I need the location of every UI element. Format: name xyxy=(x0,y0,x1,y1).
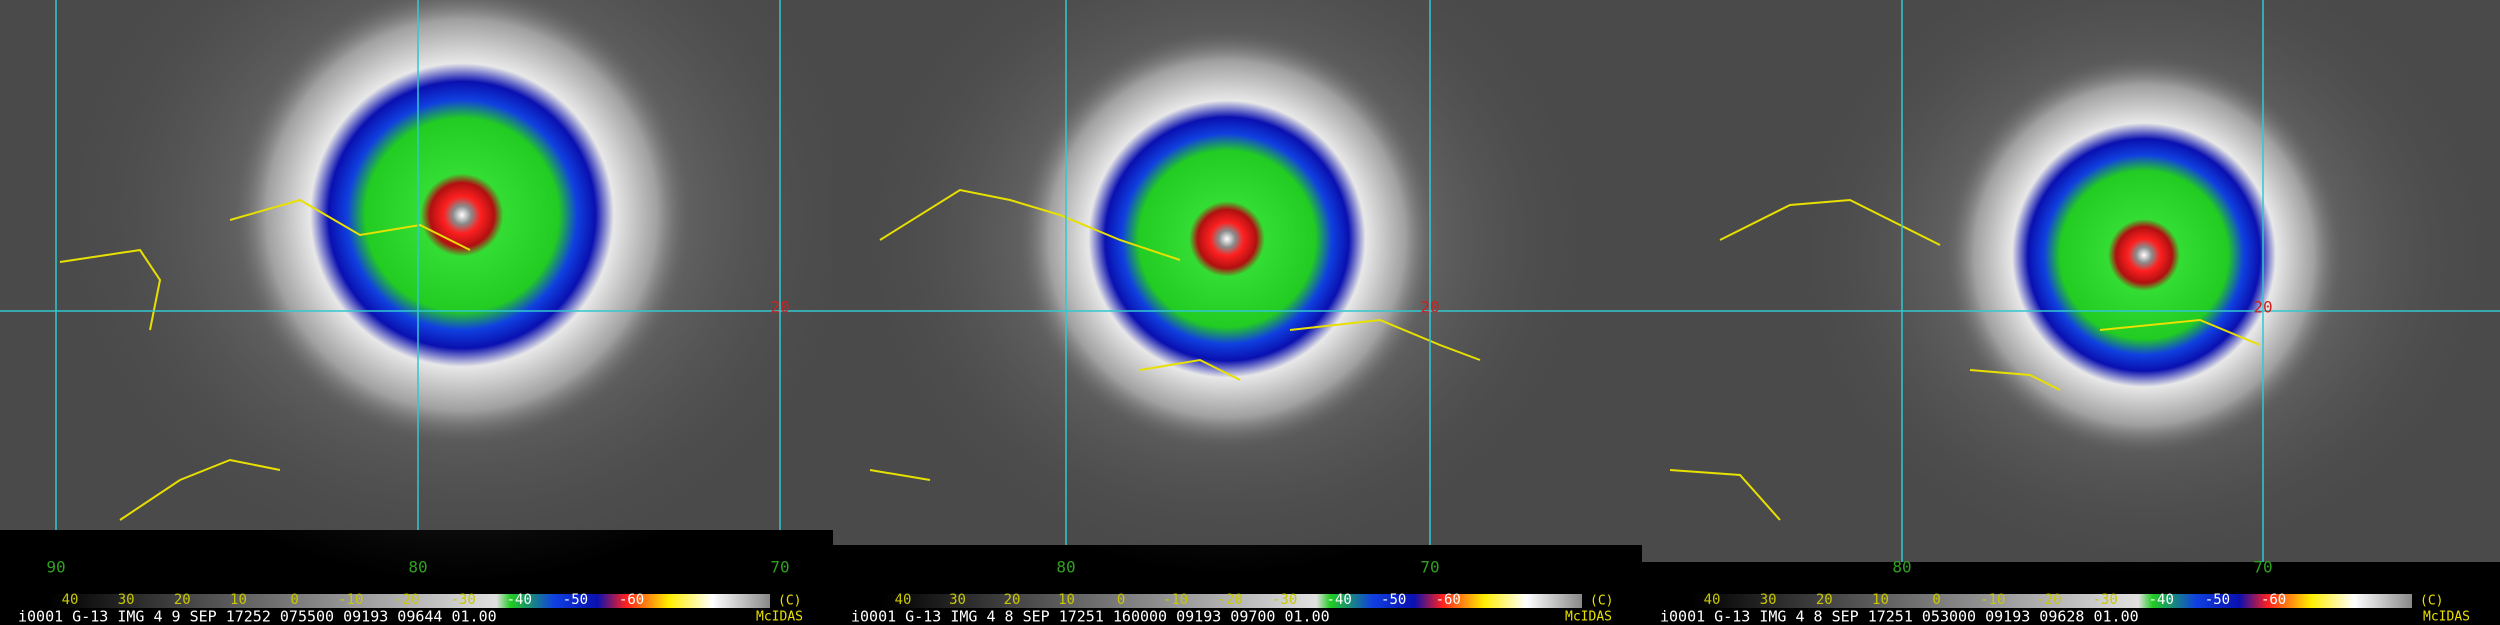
color-bar-label: -50 xyxy=(563,592,588,608)
color-bar xyxy=(50,594,770,608)
color-bar-unit: (C) xyxy=(1590,594,1613,609)
color-bar-label: -50 xyxy=(2205,592,2230,608)
hurricane xyxy=(232,0,692,445)
color-bar-label: 40 xyxy=(1704,592,1721,608)
color-bar-label: -20 xyxy=(1217,592,1242,608)
color-bar-label: 20 xyxy=(1816,592,1833,608)
longitude-label: 90 xyxy=(46,558,65,577)
color-bar-label: 40 xyxy=(62,592,79,608)
color-bar xyxy=(1692,594,2412,608)
color-bar-label: 0 xyxy=(1117,592,1125,608)
image-info: i0001 G-13 IMG 4 8 SEP 17251 160000 0919… xyxy=(851,608,1330,625)
color-bar-unit: (C) xyxy=(2420,594,2443,609)
color-bar-label: 30 xyxy=(1760,592,1777,608)
mcidas-logo: McIDAS xyxy=(1565,610,1612,625)
satellite-panel: 80 70 20 40 30 20 10 0 -10 -20 -30 -40 -50 -60 (C) i000… xyxy=(1642,0,2500,625)
color-bar-label: 40 xyxy=(895,592,912,608)
color-bar-label: -10 xyxy=(1980,592,2005,608)
hurricane xyxy=(1017,29,1437,449)
color-bar-label: -20 xyxy=(2036,592,2061,608)
longitude-label: 80 xyxy=(408,558,427,577)
mcidas-logo: McIDAS xyxy=(2423,610,2470,625)
color-bar-label: 10 xyxy=(1872,592,1889,608)
longitude-label: 70 xyxy=(1420,558,1439,577)
color-bar xyxy=(883,594,1582,608)
hurricane xyxy=(1944,55,2344,455)
color-bar-label: -10 xyxy=(1163,592,1188,608)
satellite-panel: 90 80 70 20 40 30 20 10 0 -10 -20 -30 -40 -50 -60 (C) i0… xyxy=(0,0,876,625)
coastline xyxy=(1669,198,2261,521)
color-bar-label: -10 xyxy=(338,592,363,608)
color-bar-label: 10 xyxy=(230,592,247,608)
color-bar-label: -50 xyxy=(1381,592,1406,608)
color-bar-label: 0 xyxy=(290,592,298,608)
color-bar-label: -20 xyxy=(394,592,419,608)
color-bar-label: -30 xyxy=(2092,592,2117,608)
color-bar-label: -40 xyxy=(2149,592,2174,608)
color-bar-label: 10 xyxy=(1058,592,1075,608)
color-bar-label: -60 xyxy=(619,592,644,608)
color-bar-unit: (C) xyxy=(778,594,801,609)
latitude-label: 20 xyxy=(1420,298,1439,317)
color-bar-label: -40 xyxy=(1327,592,1352,608)
coastline xyxy=(59,198,471,521)
latitude-label: 20 xyxy=(770,298,789,317)
image-info: i0001 G-13 IMG 4 8 SEP 17251 053000 0919… xyxy=(1660,608,2139,625)
longitude-label: 70 xyxy=(770,558,789,577)
color-bar-label: 30 xyxy=(118,592,135,608)
coastline xyxy=(869,188,1481,481)
image-info: i0001 G-13 IMG 4 9 SEP 17252 075500 0919… xyxy=(18,608,497,625)
mcidas-logo: McIDAS xyxy=(756,610,803,625)
latitude-label: 20 xyxy=(2253,298,2272,317)
longitude-label: 80 xyxy=(1892,558,1911,577)
color-bar-label: -30 xyxy=(1272,592,1297,608)
satellite-panel: 80 70 20 40 30 20 10 0 -10 -20 -30 -40 -50 -60 (C) i000… xyxy=(833,0,1642,625)
color-bar-label: -60 xyxy=(1436,592,1461,608)
longitude-label: 80 xyxy=(1056,558,1075,577)
color-bar-label: 20 xyxy=(174,592,191,608)
color-bar-label: -30 xyxy=(450,592,475,608)
longitude-label: 70 xyxy=(2253,558,2272,577)
color-bar-label: 20 xyxy=(1004,592,1021,608)
color-bar-label: 30 xyxy=(949,592,966,608)
color-bar-label: 0 xyxy=(1932,592,1940,608)
color-bar-label: -40 xyxy=(507,592,532,608)
color-bar-label: -60 xyxy=(2261,592,2286,608)
